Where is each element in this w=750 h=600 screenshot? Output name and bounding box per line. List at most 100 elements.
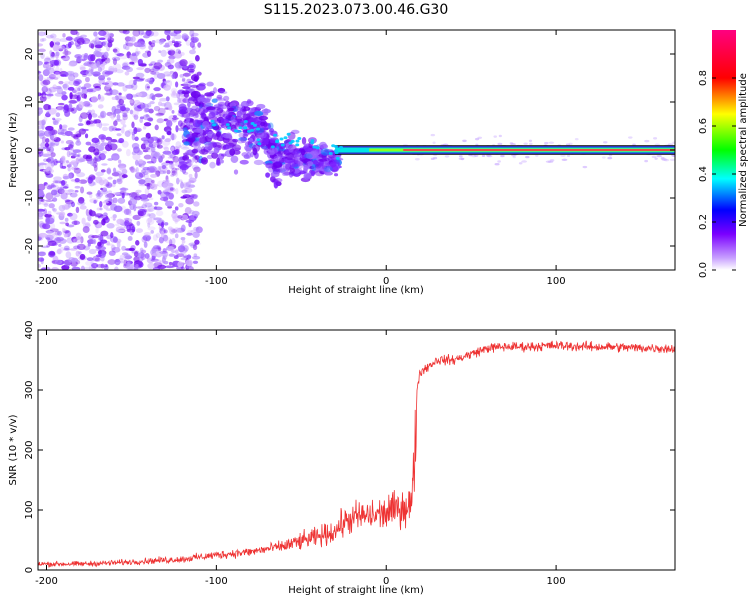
spectrogram-blob [161,165,167,170]
spectrogram-blob [85,208,89,217]
spectrogram-blob [61,165,67,169]
spectrogram-blob [138,179,146,185]
spectrogram-blob [192,255,201,260]
spectrogram-blob [560,154,566,157]
spectrogram-blob [112,63,122,71]
spectrogram-blob [185,197,194,205]
spectrogram-blob [561,158,568,161]
spectrogram-blob [309,150,319,158]
spectrogram-blob [329,161,337,168]
spectrogram-blob [190,74,200,82]
spectrogram-blob [432,156,438,160]
spectrogram-blob [120,118,126,125]
colorbar-tick-label: 0.6 [698,118,709,134]
spectrogram-blob [43,116,48,122]
y-tick-label: -20 [24,238,35,254]
spectrogram-blob [70,201,76,208]
spectrogram-blob [153,249,160,253]
spectrogram-blob [56,186,65,194]
spectrogram-blob [39,162,47,166]
spectrogram-blob [137,210,144,217]
spectrogram-blob [84,133,89,139]
spectrogram-blob [53,77,59,80]
spectrogram-blob [57,105,61,110]
spectrogram-blob [155,210,164,217]
spectrogram-blob [107,259,116,265]
spectrogram-blob [129,109,134,115]
spectrogram-blob [54,139,60,146]
spectrogram-blob [118,92,122,96]
spectrogram-blob [38,60,43,66]
spectrogram-blob [310,149,319,157]
spectrogram-blob [86,257,94,262]
spectrogram-blob [173,102,180,106]
spectrogram-blob [75,232,82,240]
spectrogram-blob [173,255,179,260]
spectrogram-blob [176,92,181,99]
spectrogram-blob [90,210,94,215]
spectrogram-blob [126,93,134,100]
spectrogram-blob [104,92,113,96]
spectrogram-blob [67,86,75,91]
spectrogram-blob [135,72,145,78]
spectrogram-blob [193,226,200,231]
spectrogram-blob [644,159,649,163]
spectrogram-blob [183,141,191,146]
spectrogram-blob [121,174,128,179]
spectrogram-blob [500,154,505,158]
spectrogram-blob [213,146,220,154]
spectrogram-blob [192,260,199,264]
spectrogram-blob [83,54,88,61]
spectrogram-blob [194,239,200,245]
spectrogram-blob [52,208,57,212]
y-tick-label: 10 [24,96,35,109]
spectrogram-blob [105,136,113,141]
spectrogram-blob [148,165,157,172]
spectrogram-blob [96,60,101,68]
spectrogram-bright-blob [297,137,302,141]
spectrogram-blob [171,37,176,43]
spectrogram-blob [303,164,308,172]
spectrogram-blob [185,39,191,46]
spectrogram-blob [38,74,44,82]
spectrogram-blob [174,249,179,253]
spectrogram-blob [100,230,109,237]
spectrogram-blob [131,52,136,57]
spectrogram-blob [162,181,171,190]
spectrogram-blob [40,267,47,270]
spectrogram-blob [243,154,250,159]
spectrogram-blob [65,199,74,205]
spectrogram-blob [288,145,294,153]
spectrogram-blob [109,143,118,151]
spectrogram-blob [157,107,166,115]
spectrogram-blob [171,170,177,176]
spectrogram-blob [130,191,140,199]
spectrogram-blob [187,124,193,130]
spectrogram-blob [147,262,155,270]
spectrogram-blob [134,159,139,166]
spectrogram-blob [159,250,168,254]
spectrogram-blob [119,166,126,171]
spectrogram-blob [114,108,122,114]
spectrogram-blob [169,70,175,75]
spectrogram-blob [188,162,194,167]
spectrogram-blob [114,266,119,270]
spectrogram-blob [142,234,152,241]
spectrogram-bright-blob [334,151,339,155]
spectrogram-blob [181,78,186,82]
spectrogram-blob [218,90,228,95]
spectrogram-blob [122,124,127,128]
spectrogram-blob [68,103,73,111]
spectrogram-blob [131,133,136,141]
spectrogram-blob [186,149,194,156]
spectrogram-blob [65,160,70,164]
spectrogram-blob [175,167,180,171]
spectrogram-blob [144,67,151,74]
spectrogram-blob [217,103,224,112]
spectrogram-blob [44,213,52,218]
spectrogram-blob [121,96,127,100]
spectrogram-blob [155,232,161,239]
spectrogram-blob [118,159,122,164]
y-tick-label: -10 [24,190,35,206]
spectrogram-blob [46,34,54,39]
